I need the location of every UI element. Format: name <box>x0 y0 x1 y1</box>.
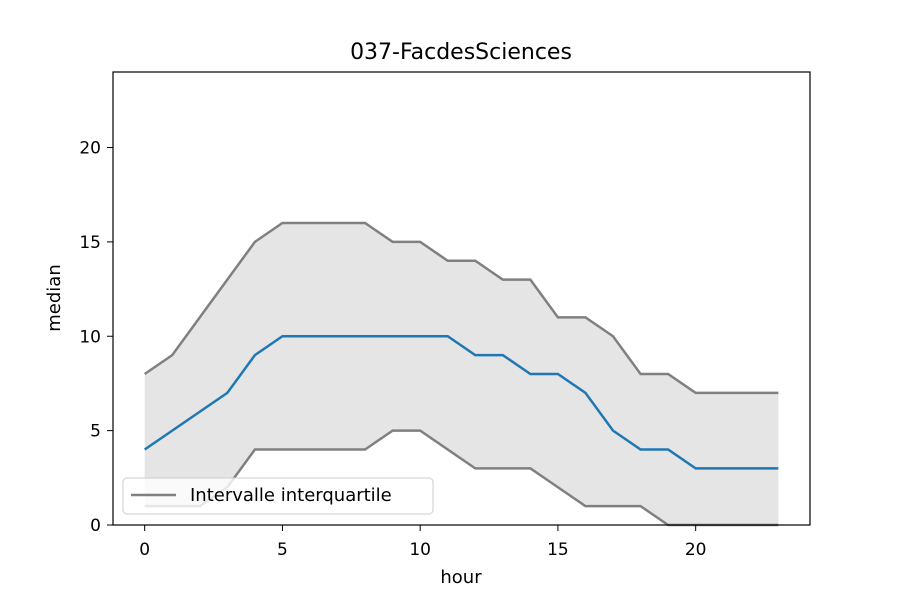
y-tick-label: 10 <box>79 327 101 347</box>
y-tick-label: 20 <box>79 139 101 159</box>
x-tick-label: 15 <box>547 540 569 560</box>
y-tick-label: 5 <box>90 422 101 442</box>
legend-label-interquartile: Intervalle interquartile <box>190 485 392 506</box>
y-tick-label: 15 <box>79 233 101 253</box>
y-axis-label: median <box>44 264 65 331</box>
axes-frame <box>112 71 811 526</box>
y-axis-ticks: 0 5 10 15 20 <box>79 139 113 536</box>
x-tick-label: 10 <box>409 540 431 560</box>
legend-box <box>122 477 434 515</box>
x-tick-label: 5 <box>277 540 288 560</box>
series-line-median <box>143 335 779 470</box>
plot-area <box>112 71 811 527</box>
series-line-q75 <box>143 221 779 395</box>
x-tick-label: 20 <box>685 540 707 560</box>
x-axis-ticks: 0 5 10 15 20 <box>139 525 706 560</box>
x-axis-label: hour <box>440 567 482 588</box>
chart-title: 037-FacdesSciences <box>350 40 572 65</box>
y-tick-label: 0 <box>90 516 101 536</box>
legend: Intervalle interquartile <box>122 477 434 515</box>
x-tick-label: 0 <box>139 540 150 560</box>
